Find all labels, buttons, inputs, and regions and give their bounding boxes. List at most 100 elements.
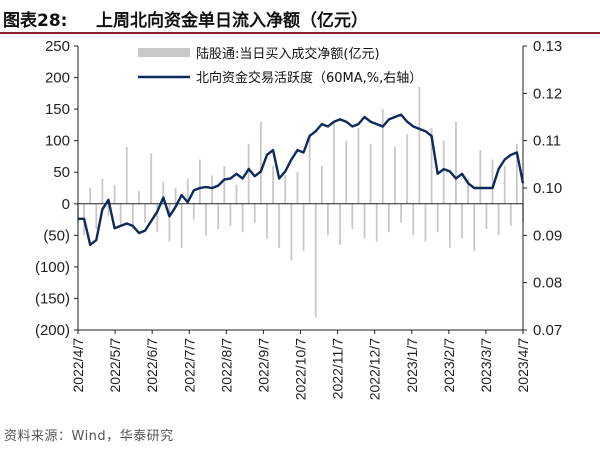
bar (162, 181, 165, 204)
bar (302, 203, 305, 252)
left-tick-label: 50 (53, 164, 70, 181)
bar (186, 178, 189, 204)
bar (345, 140, 348, 204)
right-tick-label: 0.12 (533, 85, 562, 102)
bar (394, 146, 396, 204)
bar (272, 165, 274, 204)
left-tick-label: 150 (45, 101, 70, 118)
bar (381, 109, 384, 204)
left-tick-label: (50) (43, 227, 70, 244)
bar (174, 188, 177, 204)
bar-series (77, 87, 524, 318)
bar (375, 203, 378, 242)
bar (448, 203, 451, 248)
bar (125, 146, 128, 204)
bar (503, 165, 506, 204)
bar (205, 203, 207, 236)
bar (192, 203, 195, 220)
bar (509, 203, 512, 226)
bar (229, 203, 232, 226)
bar (308, 134, 311, 204)
bar (296, 172, 299, 204)
right-tick-label: 0.10 (533, 180, 562, 197)
bar (113, 184, 116, 204)
bar (442, 140, 445, 204)
bar (241, 203, 244, 233)
bar (259, 121, 262, 204)
left-tick-label: 250 (45, 38, 70, 55)
bar (333, 121, 335, 204)
bar (138, 191, 140, 204)
left-tick-label: (200) (35, 322, 70, 339)
bar (119, 203, 122, 226)
x-tick-label: 2022/5/7 (107, 338, 123, 393)
bar (327, 203, 329, 236)
bar (363, 203, 366, 239)
bar (473, 203, 476, 252)
left-axis-ticks: 250 200 150 100 50 0 (50) (100) (150) (200) (35, 38, 78, 339)
left-tick-label: 0 (62, 196, 70, 213)
bar (485, 203, 488, 230)
x-tick-label: 2022/9/7 (255, 338, 271, 393)
x-axis-ticks: 2022/4/7 2022/5/7 2022/6/7 2022/7/7 2022/8/7… (70, 330, 531, 400)
source-note: 资料来源：Wind，华泰研究 (4, 429, 174, 444)
legend-bar-label: 陆股通:当日买入成交净额(亿元) (196, 46, 380, 62)
bar (168, 203, 171, 242)
right-axis-ticks: 0.13 0.12 0.11 0.10 0.09 0.08 0.07 (523, 38, 562, 339)
bar (199, 159, 201, 204)
bar (223, 165, 226, 204)
left-tick-label: (100) (35, 259, 70, 276)
right-tick-label: 0.09 (533, 227, 562, 244)
bar (412, 203, 415, 236)
bar (455, 121, 457, 204)
left-tick-label: 100 (45, 133, 70, 150)
bar (461, 203, 463, 239)
x-tick-label: 2023/1/7 (404, 338, 420, 393)
bar (247, 143, 250, 204)
bar (290, 203, 293, 261)
x-tick-label: 2022/12/7 (367, 338, 383, 400)
bar (266, 203, 268, 239)
bar (144, 203, 146, 223)
bar (351, 203, 354, 230)
bar (339, 203, 342, 245)
bar (516, 143, 518, 204)
bar (430, 128, 433, 204)
bar (369, 143, 372, 204)
x-tick-label: 2022/11/7 (330, 338, 346, 399)
bar (436, 203, 439, 233)
x-tick-label: 2022/6/7 (144, 338, 160, 393)
bar (211, 175, 214, 204)
figure-title: 上周北向资金单日流入净额（亿元） (96, 11, 368, 31)
bar (314, 203, 317, 318)
bar (131, 203, 134, 230)
bar (95, 203, 98, 230)
right-tick-label: 0.11 (533, 133, 561, 150)
legend: 陆股通:当日买入成交净额(亿元) 北向资金交易活跃度（60MA,%,右轴） (138, 46, 422, 86)
bar (320, 165, 323, 204)
bar (235, 184, 238, 204)
line-series (78, 113, 525, 246)
legend-bar-swatch (138, 48, 190, 57)
x-tick-label: 2022/10/7 (293, 338, 309, 400)
x-tick-label: 2023/3/7 (478, 338, 494, 393)
bar (253, 203, 256, 223)
bar (479, 150, 482, 204)
x-tick-label: 2022/8/7 (218, 338, 234, 393)
bar (284, 175, 287, 204)
left-tick-label: (150) (35, 290, 70, 307)
bar (217, 203, 220, 230)
bar (497, 203, 500, 236)
bar (101, 178, 104, 204)
bar (357, 128, 360, 204)
bar (418, 87, 421, 204)
bar (180, 203, 183, 248)
bar (467, 178, 470, 204)
figure-number-label: 图表28: (3, 11, 68, 31)
x-tick-label: 2022/7/7 (181, 338, 197, 393)
x-tick-label: 2022/4/7 (70, 338, 86, 393)
bar (424, 203, 427, 242)
bar (89, 188, 92, 204)
